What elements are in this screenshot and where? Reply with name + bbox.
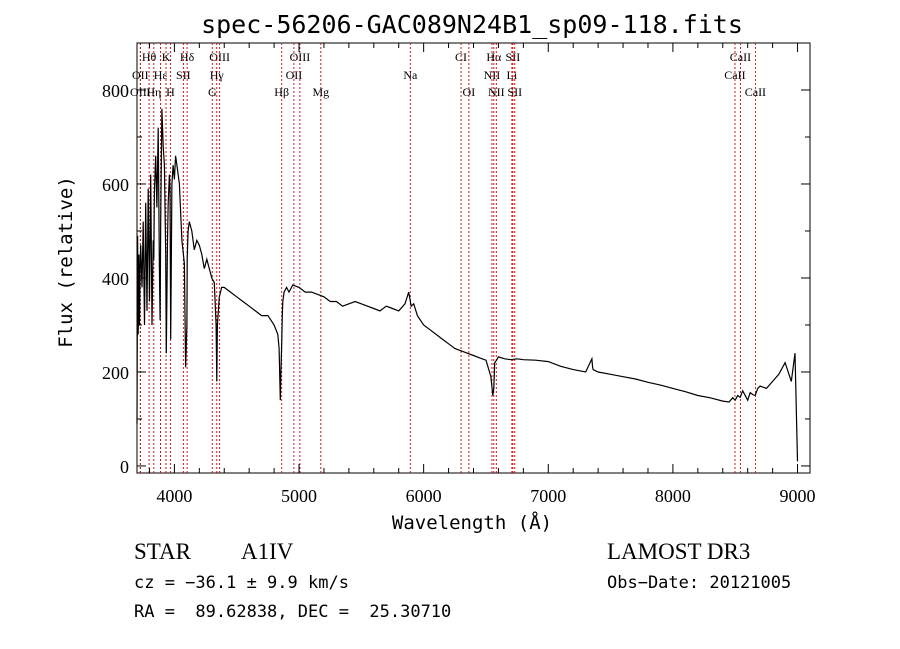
- marker-label: G: [208, 85, 217, 99]
- marker-label: Mg: [312, 85, 329, 99]
- x-tick-label: 9000: [780, 486, 816, 506]
- y-tick-label: 200: [102, 363, 129, 383]
- marker-label: CaII: [730, 50, 751, 64]
- x-tick-label: 7000: [530, 486, 566, 506]
- y-tick-label: 400: [102, 269, 129, 289]
- marker-label: Hδ: [180, 50, 195, 64]
- marker-label: NII: [488, 85, 505, 99]
- marker-label: OIII: [209, 50, 230, 64]
- marker-label: OI: [463, 85, 476, 99]
- marker-label: Hγ: [210, 68, 225, 82]
- marker-label: SII: [506, 50, 521, 64]
- marker-label: Hε: [154, 68, 168, 82]
- x-tick-label: 6000: [406, 486, 442, 506]
- redshift-cz: cz = −36.1 ± 9.9 km/s: [134, 573, 349, 593]
- subclass: A1IV: [241, 539, 294, 564]
- x-tick-label: 8000: [655, 486, 691, 506]
- plot-frame: [136, 42, 811, 474]
- axis-ticks: 4000 5000 6000 7000 8000 9000 0 200 400 600 800: [102, 42, 816, 506]
- object-class: STAR: [134, 539, 191, 564]
- marker-label: Li: [507, 68, 518, 82]
- x-axis-label: Wavelength (Å): [392, 511, 552, 534]
- x-tick-label: 4000: [156, 486, 192, 506]
- marker-label: OII: [286, 68, 303, 82]
- marker-label: H: [166, 85, 175, 99]
- x-tick-label: 5000: [281, 486, 317, 506]
- marker-label: SII: [176, 68, 191, 82]
- marker-label: SII: [507, 85, 522, 99]
- marker-label: Hα: [486, 50, 502, 64]
- marker-label: Hη: [146, 85, 161, 99]
- marker-label: CaII: [724, 68, 745, 82]
- marker-label: Hθ: [142, 50, 157, 64]
- y-axis-label: Flux (relative): [55, 176, 77, 348]
- y-tick-label: 600: [102, 175, 129, 195]
- spectrum-line: [136, 108, 799, 462]
- chart-title: spec-56206-GAC089N24B1_sp09-118.fits: [201, 10, 743, 39]
- marker-label: OIII: [130, 85, 151, 99]
- marker-label: NII: [484, 68, 501, 82]
- survey-name: LAMOST DR3: [607, 539, 751, 564]
- marker-label: CI: [455, 50, 467, 64]
- y-tick-label: 800: [102, 81, 129, 101]
- marker-label: Na: [403, 68, 418, 82]
- coordinates: RA = 89.62838, DEC = 25.30710: [134, 602, 452, 622]
- marker-label: OIII: [290, 50, 311, 64]
- marker-label: CaII: [745, 85, 766, 99]
- obs-date: Obs−Date: 20121005: [607, 573, 792, 593]
- y-tick-label: 0: [120, 457, 129, 477]
- marker-label: Hβ: [274, 85, 289, 99]
- marker-label: K: [162, 50, 171, 64]
